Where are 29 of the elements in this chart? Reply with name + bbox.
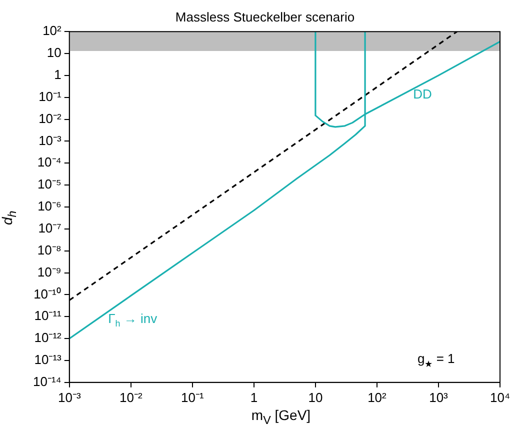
x-tick-label: 10⁻¹	[181, 390, 204, 405]
y-tick-label: 10⁻²	[38, 110, 62, 126]
x-tick-label: 10⁻³	[58, 390, 82, 405]
y-tick-label: 10⁻⁸	[37, 242, 62, 258]
annotation: g★ = 1	[418, 351, 455, 370]
y-tick-label: 10⁻⁵	[38, 176, 62, 192]
y-tick-label: 10⁻⁷	[38, 220, 62, 236]
y-tick-label: 10⁻¹	[38, 88, 62, 104]
y-tick-label: 10⁻⁶	[38, 198, 62, 214]
y-tick-label: 10⁻¹²	[34, 330, 62, 346]
y-tick-label: 10⁻¹⁴	[33, 374, 62, 389]
y-tick-label: 10²	[42, 23, 62, 38]
y-tick-label: 10⁻⁹	[37, 264, 62, 280]
y-tick-label: 10⁻¹¹	[34, 308, 62, 324]
series-label: DD	[413, 86, 432, 102]
x-tick-label: 10	[308, 390, 323, 405]
y-tick-label: 10⁻¹⁰	[34, 286, 62, 302]
x-tick-label: 10⁻²	[119, 390, 143, 405]
x-axis-title: m$_{V}$ [GeV]	[250, 407, 312, 427]
y-tick-label: 10⁻⁴	[37, 154, 62, 170]
y-tick-label: 10⁻³	[38, 132, 62, 148]
x-tick-label: 10⁴	[490, 390, 510, 405]
x-tick-label: 10³	[429, 390, 449, 405]
y-tick-label: 10	[46, 45, 62, 60]
y-tick-label: 1	[54, 67, 62, 82]
y-tick-label: 10⁻¹³	[34, 352, 62, 368]
x-tick-label: 1	[250, 390, 258, 405]
chart-title: Massless Stueckelber scenario	[175, 9, 355, 24]
x-tick-label: 10²	[368, 390, 388, 405]
